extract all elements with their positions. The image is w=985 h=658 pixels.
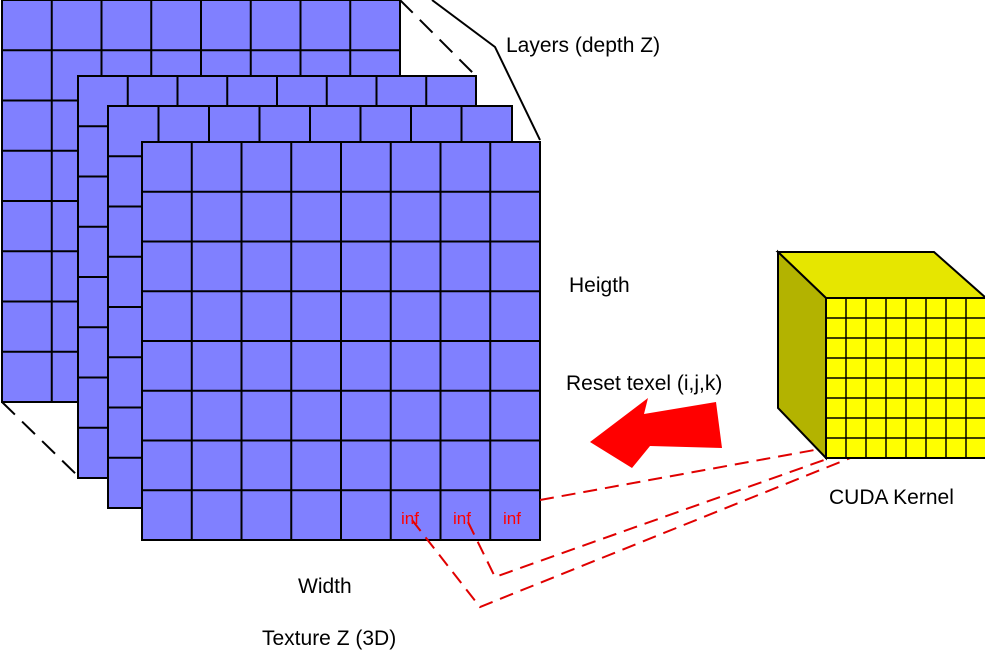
reset-arrow [590,398,722,468]
cuda-kernel-cube [775,249,985,461]
inf-cell-3: inf [503,509,521,528]
link-line-2 [467,448,856,579]
kernel-link-lines [411,447,876,609]
layers-label: Layers (depth Z) [506,34,661,57]
cuda-kernel-label: CUDA Kernel [829,486,954,509]
link-line-3 [539,448,821,501]
texture-layer-front [141,141,541,541]
texture-label: Texture Z (3D) [262,627,397,650]
width-label: Width [298,575,352,598]
inf-cell-2: inf [453,509,471,528]
reset-texel-label: Reset texel (i,j,k) [566,372,723,395]
inf-cell-1: inf [401,509,419,528]
layers-bracket [431,0,541,141]
link-line-1 [411,447,876,609]
perspective-line-top-right [399,0,479,79]
height-label: Heigth [569,274,630,297]
perspective-line-bottom-left [1,401,81,479]
inf-cells: inf inf inf [401,509,521,528]
